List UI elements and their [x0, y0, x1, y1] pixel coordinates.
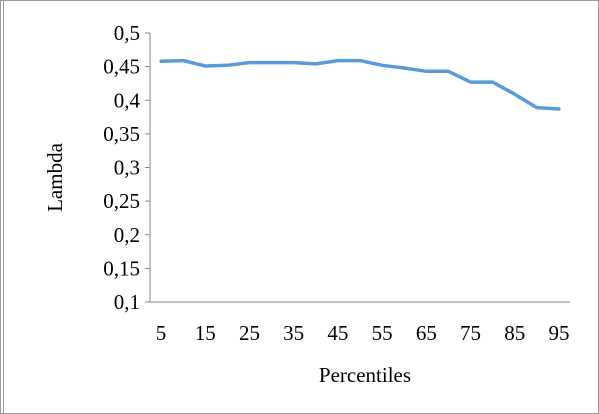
- y-tick-label: 0,4: [114, 88, 141, 112]
- x-tick-label: 85: [504, 321, 525, 345]
- x-axis-ticks: 5 15 25 35 45 55 65 75 85 95: [156, 321, 570, 345]
- y-tick-label: 0,5: [114, 21, 140, 45]
- x-tick-label: 15: [195, 321, 216, 345]
- y-tick-label: 0,45: [103, 55, 140, 79]
- series-line: [159, 58, 561, 111]
- frame-inner-rule: [3, 0, 4, 414]
- x-tick-label: 45: [327, 321, 348, 345]
- y-tick-label: 0,35: [103, 122, 140, 146]
- x-tick-label: 25: [239, 321, 260, 345]
- y-axis-title: Lambda: [43, 142, 67, 211]
- y-axis-ticks: 0,1 0,15 0,2 0,25 0,3 0,35 0,4 0,45 0,5: [103, 21, 150, 314]
- x-axis-title: Percentiles: [319, 363, 411, 387]
- y-tick-label: 0,3: [114, 156, 140, 180]
- x-tick-label: 65: [416, 321, 437, 345]
- y-tick-label: 0,25: [103, 189, 140, 213]
- x-tick-label: 35: [283, 321, 304, 345]
- x-tick-label: 95: [548, 321, 569, 345]
- x-tick-label: 75: [460, 321, 481, 345]
- x-tick-label: 55: [372, 321, 393, 345]
- y-tick-label: 0,1: [114, 290, 140, 314]
- x-tick-label: 5: [156, 321, 167, 345]
- y-tick-label: 0,15: [103, 256, 140, 280]
- y-tick-label: 0,2: [114, 223, 140, 247]
